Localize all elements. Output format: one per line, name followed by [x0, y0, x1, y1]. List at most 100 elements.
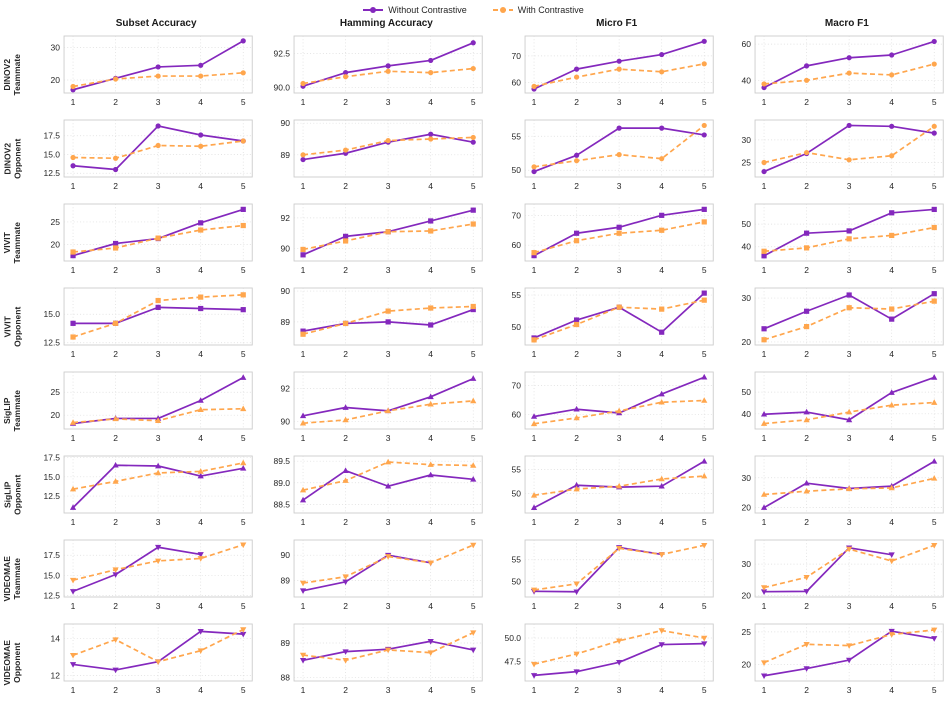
- y-tick-label: 60: [741, 39, 751, 49]
- x-tick-label: 5: [471, 517, 476, 527]
- x-tick-label: 4: [198, 349, 203, 359]
- row-label: VIVIT Opponent: [0, 285, 26, 369]
- x-tick-label: 2: [343, 517, 348, 527]
- subplot-vivit-teammate-col1: 1 2 3 4 5 20 25: [26, 201, 256, 285]
- x-tick-label: 4: [659, 181, 664, 191]
- chart-row-dinov2-teammate: DINOV2 Teammate 1 2 3 4 5 20 30 1 2 3 4 5 90.0 92.5 1 2 3 4…: [0, 33, 947, 117]
- x-tick-label: 2: [574, 601, 579, 611]
- subplot-siglip-teammate-col3: 1 2 3 4 5 60 70: [487, 369, 717, 453]
- x-tick-label: 1: [761, 265, 766, 275]
- series-with-contrastive: [533, 544, 704, 591]
- x-tick-label: 5: [241, 601, 246, 611]
- x-tick-label: 1: [531, 601, 536, 611]
- column-title-micro-f1: Micro F1: [596, 18, 638, 29]
- x-tick-label: 3: [616, 97, 621, 107]
- subplot-siglip-teammate-col2: 1 2 3 4 5 90 92: [256, 369, 486, 453]
- y-tick-label: 50: [511, 488, 521, 498]
- y-tick-label: 40: [741, 75, 751, 85]
- x-tick-label: 2: [343, 265, 348, 275]
- x-tick-label: 5: [932, 349, 937, 359]
- y-tick-label: 88.5: [274, 499, 291, 509]
- x-tick-label: 4: [429, 685, 434, 695]
- y-tick-label: 90: [281, 286, 291, 296]
- x-tick-label: 5: [701, 349, 706, 359]
- row-label: DINOV2 Teammate: [0, 33, 26, 117]
- y-tick-label: 89: [281, 638, 291, 648]
- x-tick-label: 2: [113, 433, 118, 443]
- purple-line-marker-icon: [363, 7, 384, 13]
- x-tick-label: 3: [386, 685, 391, 695]
- x-tick-label: 4: [429, 601, 434, 611]
- subplot-dinov2-teammate-col4: 1 2 3 4 5 40 60: [717, 33, 947, 117]
- series-with-contrastive: [303, 544, 474, 584]
- y-tick-label: 90: [281, 244, 291, 254]
- x-tick-label: 5: [932, 601, 937, 611]
- x-tick-label: 1: [761, 349, 766, 359]
- subplot-dinov2-teammate-col2: 1 2 3 4 5 90.0 92.5: [256, 33, 486, 117]
- x-tick-label: 3: [156, 517, 161, 527]
- series-without-contrastive: [72, 546, 201, 593]
- x-tick-label: 4: [429, 517, 434, 527]
- x-tick-label: 4: [429, 97, 434, 107]
- x-tick-label: 1: [71, 181, 76, 191]
- x-tick-label: 1: [71, 601, 76, 611]
- y-tick-label: 47.5: [504, 656, 521, 666]
- y-tick-label: 15.0: [43, 309, 60, 319]
- row-label: VIVIT Teammate: [0, 201, 26, 285]
- subplot-videomae-teammate-col3: 1 2 3 4 5 50 55: [487, 537, 717, 621]
- y-tick-label: 30: [741, 135, 751, 145]
- y-tick-label: 70: [511, 210, 521, 220]
- x-tick-label: 4: [429, 349, 434, 359]
- x-tick-label: 4: [659, 685, 664, 695]
- x-tick-label: 2: [574, 517, 579, 527]
- x-tick-label: 2: [804, 601, 809, 611]
- row-label-text: SigLIP Teammate: [2, 390, 23, 432]
- x-tick-label: 5: [471, 433, 476, 443]
- x-tick-label: 1: [301, 181, 306, 191]
- x-tick-label: 3: [386, 181, 391, 191]
- x-tick-label: 3: [386, 265, 391, 275]
- x-tick-label: 4: [659, 601, 664, 611]
- x-tick-label: 2: [574, 181, 579, 191]
- x-tick-label: 2: [804, 265, 809, 275]
- x-tick-label: 4: [889, 181, 894, 191]
- x-tick-label: 5: [701, 517, 706, 527]
- x-tick-label: 4: [198, 97, 203, 107]
- x-tick-label: 3: [847, 265, 852, 275]
- x-tick-label: 5: [471, 349, 476, 359]
- x-tick-label: 3: [156, 601, 161, 611]
- x-tick-label: 4: [889, 517, 894, 527]
- chart-row-siglip-teammate: SigLIP Teammate 1 2 3 4 5 20 25 1 2 3 4 5 90 92 1 2 3 4 5 60 7…: [0, 369, 947, 453]
- x-tick-label: 3: [156, 433, 161, 443]
- x-tick-label: 5: [241, 517, 246, 527]
- y-tick-label: 92.5: [274, 49, 291, 59]
- x-tick-label: 4: [429, 433, 434, 443]
- chart-row-videomae-opponent: VIDEOMAE Opponent 1 2 3 4 5 12 14 1 2 3 4 5 88 89 1 2 3 4 5 4…: [0, 621, 947, 705]
- x-tick-label: 2: [804, 433, 809, 443]
- legend-label-with: With Contrastive: [517, 5, 584, 15]
- column-title-hamming-accuracy: Hamming Accuracy: [339, 18, 433, 29]
- y-tick-label: 60: [511, 240, 521, 250]
- y-tick-label: 12: [51, 670, 61, 680]
- x-tick-label: 3: [616, 517, 621, 527]
- y-tick-label: 25: [741, 158, 751, 168]
- x-tick-label: 4: [659, 349, 664, 359]
- x-tick-label: 2: [574, 97, 579, 107]
- x-tick-label: 2: [574, 433, 579, 443]
- x-tick-label: 3: [847, 349, 852, 359]
- x-tick-label: 4: [889, 685, 894, 695]
- legend: Without Contrastive With Contrastive: [0, 0, 947, 18]
- subplot-dinov2-opponent-col4: 1 2 3 4 5 25 30: [717, 117, 947, 201]
- legend-label-without: Without Contrastive: [388, 5, 467, 15]
- subplot-siglip-teammate-col1: 1 2 3 4 5 20 25: [26, 369, 256, 453]
- x-tick-label: 1: [71, 517, 76, 527]
- subplot-vivit-teammate-col3: 1 2 3 4 5 60 70: [487, 201, 717, 285]
- x-tick-label: 3: [847, 97, 852, 107]
- chart-row-vivit-teammate: VIVIT Teammate 1 2 3 4 5 20 25 1 2 3 4 5 90 92 1 2 3 4 5 60 70…: [0, 201, 947, 285]
- x-tick-label: 1: [301, 601, 306, 611]
- x-tick-label: 4: [889, 265, 894, 275]
- y-tick-label: 90: [281, 417, 291, 427]
- x-tick-label: 3: [386, 601, 391, 611]
- y-tick-label: 12.5: [43, 590, 60, 600]
